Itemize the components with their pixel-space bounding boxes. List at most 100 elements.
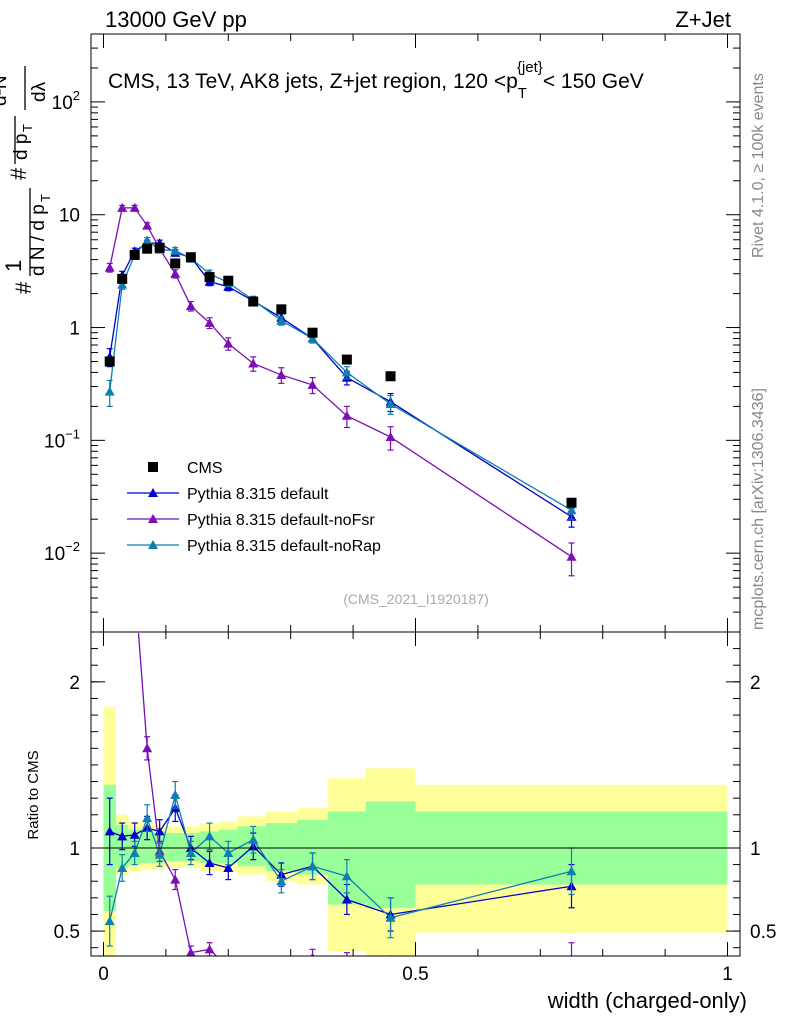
series-1-point-2	[129, 202, 140, 212]
cms-point-14	[566, 497, 577, 508]
legend-label-0: CMS	[187, 460, 223, 477]
cms-point-7	[204, 272, 215, 283]
series-2-point-10	[276, 315, 287, 325]
ratio-1-point-6	[186, 947, 196, 956]
y-tick-label-4: 102	[52, 88, 80, 114]
cms-point-11	[307, 327, 318, 338]
legend-label-3: Pythia 8.315 default-noRap	[187, 538, 381, 555]
ratio-1-point-9	[248, 963, 258, 972]
ratio-2-point-10	[276, 876, 287, 886]
cms-point-9	[248, 296, 259, 307]
x-tick-label-1: 0.5	[402, 964, 428, 985]
series-1-point-7	[204, 317, 215, 327]
series-2-point-13	[385, 398, 396, 408]
ratio-2-point-11	[307, 861, 318, 871]
ratio-1-point-3	[142, 743, 153, 753]
series-1-point-12	[341, 410, 352, 420]
cms-point-10	[276, 304, 287, 315]
cms-point-2	[129, 249, 140, 260]
legend-label-2: Pythia 8.315 default-noFsr	[187, 512, 375, 529]
ratio-tick-label-right-2: 2	[750, 673, 761, 694]
ratio-tick-label-right-1: 1	[750, 839, 761, 860]
series-1-point-11	[307, 379, 318, 389]
legend-marker-0	[148, 462, 158, 472]
ratio-2-point-12	[341, 871, 352, 881]
ratio-1-point-8	[223, 963, 233, 972]
ratio-2-point-9	[248, 834, 259, 844]
series-1-point-10	[276, 369, 287, 379]
ratio-0-point-12	[341, 894, 352, 904]
ratio-1-point-2	[130, 577, 140, 586]
svg-text:d p: d p	[11, 134, 32, 160]
ratio-0-point-0	[104, 826, 115, 836]
ratio-2-point-4	[154, 849, 165, 859]
cms-point-0	[104, 356, 115, 367]
legend-marker-2	[148, 514, 158, 523]
svg-text:1: 1	[1, 260, 26, 272]
ratio-uncertainty-bands	[103, 706, 728, 956]
svg-text:T: T	[20, 124, 35, 132]
band-inner-13	[365, 801, 416, 908]
legend: CMS Pythia 8.315 default Pythia 8.315 defa…	[127, 460, 381, 555]
header-energy-label: 13000 GeV pp	[105, 7, 247, 32]
ratio-1-point-7	[204, 944, 215, 954]
ratio-1-point-11	[310, 952, 315, 956]
ratio-2-point-0	[104, 916, 115, 926]
x-axis-label: width (charged-only)	[547, 988, 747, 1013]
ratio-0-point-2	[129, 829, 140, 839]
svg-text:#: #	[6, 167, 31, 180]
band-inner-5	[165, 833, 185, 862]
series-2-point-12	[341, 367, 352, 377]
ratio-panel-series	[104, 577, 577, 972]
cms-point-8	[223, 275, 234, 286]
ratio-2-point-13	[385, 912, 396, 922]
series-2-point-0	[104, 386, 115, 396]
series-1-point-13	[385, 432, 396, 442]
cms-point-3	[142, 243, 153, 254]
ratio-2-point-1	[117, 862, 128, 872]
analysis-watermark: (CMS_2021_I1920187)	[343, 591, 489, 607]
cms-point-13	[385, 371, 396, 382]
series-1-point-14	[566, 551, 577, 561]
cms-point-4	[154, 242, 165, 253]
svg-text:#: #	[11, 281, 36, 294]
svg-text:dλ: dλ	[29, 81, 50, 102]
series-1-point-6	[185, 301, 196, 311]
series-2-point-14	[566, 505, 577, 515]
ratio-2-point-6	[185, 847, 196, 857]
cms-point-6	[185, 252, 196, 263]
cms-point-12	[341, 354, 352, 365]
ratio-tick-label-right-0: 0.5	[750, 922, 776, 943]
ratio-tick-label-left-1: 1	[69, 839, 80, 860]
ratio-2-point-2	[129, 847, 140, 857]
ratio-tick-label-left-2: 2	[69, 673, 80, 694]
band-inner-3	[140, 831, 154, 863]
series-1-point-0	[104, 262, 115, 272]
svg-text:d²N: d²N	[0, 75, 11, 106]
series-1-point-5	[170, 268, 181, 278]
svg-text:T: T	[38, 194, 53, 202]
series-1-point-1	[117, 202, 128, 212]
header-process-label: Z+Jet	[675, 7, 731, 32]
legend-marker-1	[148, 488, 158, 497]
cms-point-5	[170, 258, 181, 269]
svg-text:d N / d p: d N / d p	[28, 204, 49, 276]
y-axis-label-ratio: Ratio to CMS	[25, 750, 42, 839]
series-2-point-5	[170, 245, 181, 255]
axis-ticks: 0 0.5 1 10−2 10−1 1 10 102 0.5 0.5 1 1 2 2	[44, 33, 776, 985]
series-2-point-11	[307, 333, 318, 343]
ratio-tick-label-left-0: 0.5	[54, 922, 80, 943]
ratio-2-point-7	[204, 831, 215, 841]
ratio-1-point-12	[346, 955, 347, 956]
ratio-2-point-3	[142, 813, 153, 823]
series-2-point-1	[117, 279, 128, 289]
ratio-2-point-14	[566, 866, 577, 876]
ratio-0-point-1	[117, 831, 128, 841]
ratio-2-point-8	[223, 847, 234, 857]
series-1-point-9	[248, 358, 259, 368]
ratio-1-point-5	[170, 874, 181, 884]
ratio-0-point-8	[223, 862, 234, 872]
x-tick-label-2: 1	[722, 964, 733, 985]
main-panel-series	[104, 202, 577, 577]
